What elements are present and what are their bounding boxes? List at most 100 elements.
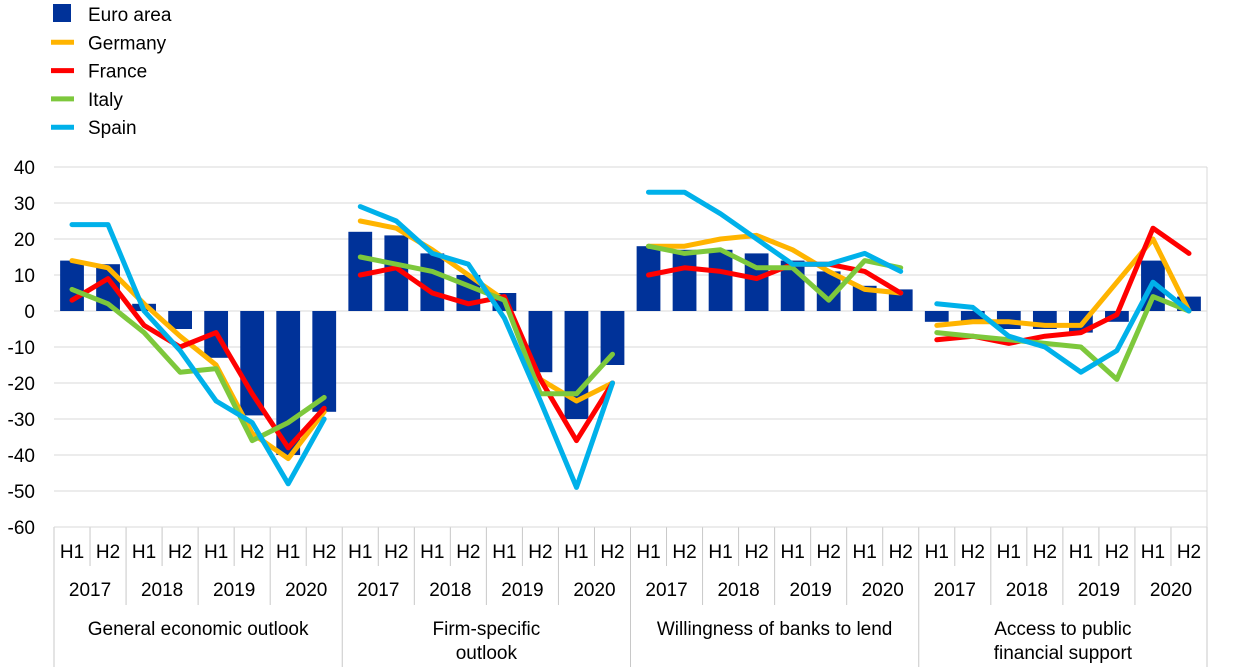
bar-euro-area (816, 271, 841, 311)
y-tick-label: -20 (8, 374, 35, 395)
x-tick-label-half: H1 (276, 542, 300, 563)
x-tick-label-half: H1 (1141, 542, 1165, 563)
x-tick-label-half: H2 (600, 542, 624, 563)
x-tick-label-year: 2019 (790, 580, 832, 601)
bar-euro-area (384, 235, 409, 311)
x-tick-label-half: H1 (636, 542, 660, 563)
x-tick-label-year: 2020 (573, 580, 615, 601)
y-tick-label: 0 (24, 302, 35, 323)
x-group-label: Access to public (994, 619, 1131, 640)
bar-euro-area (960, 311, 985, 322)
x-tick-label-half: H2 (1033, 542, 1057, 563)
y-tick-label: 20 (14, 230, 35, 251)
x-group-label: Willingness of banks to lend (657, 619, 893, 640)
x-tick-label-half: H2 (889, 542, 913, 563)
bar-euro-area (636, 246, 661, 311)
line-series (69, 189, 1192, 490)
line-italy (646, 243, 904, 303)
legend-label-germany: Germany (88, 33, 167, 54)
line-spain (69, 222, 327, 487)
x-tick-label-year: 2020 (1150, 580, 1192, 601)
line-italy (69, 286, 327, 444)
x-tick-label-year: 2020 (285, 580, 327, 601)
bar-euro-area (240, 311, 265, 416)
bar-euro-area (420, 253, 445, 311)
x-tick-label-half: H1 (925, 542, 949, 563)
line-germany (69, 258, 327, 462)
x-tick-label-year: 2017 (357, 580, 399, 601)
x-axis: H1 H2 2017 H1 H2 2018 H1 H2 2019 H1 H2 2020 General … (53, 526, 1208, 667)
x-tick-label-half: H1 (420, 542, 444, 563)
x-tick-label-half: H2 (744, 542, 768, 563)
x-tick-label-half: H2 (456, 542, 480, 563)
legend: Euro area Germany France Italy Spain (51, 4, 172, 139)
y-tick-label: -50 (8, 482, 35, 503)
legend-label-euro-area: Euro area (88, 5, 172, 26)
bar-euro-area (924, 311, 949, 322)
x-tick-label-half: H1 (204, 542, 228, 563)
line-italy (934, 294, 1192, 382)
bar-euro-area (528, 311, 553, 373)
x-tick-label-half: H2 (312, 542, 336, 563)
bar-euro-area (672, 249, 697, 311)
y-tick-label: 30 (14, 194, 35, 215)
x-tick-label-year: 2019 (1078, 580, 1120, 601)
line-spain (357, 204, 615, 490)
x-tick-label-half: H2 (96, 542, 120, 563)
x-tick-label-half: H2 (168, 542, 192, 563)
x-tick-label-half: H1 (348, 542, 372, 563)
x-tick-label-year: 2018 (1006, 580, 1048, 601)
x-tick-label-year: 2017 (934, 580, 976, 601)
x-tick-label-half: H1 (564, 542, 588, 563)
x-tick-label-year: 2018 (141, 580, 183, 601)
x-tick-label-half: H2 (240, 542, 264, 563)
x-tick-label-half: H1 (997, 542, 1021, 563)
legend-label-italy: Italy (88, 90, 123, 111)
bar-euro-area (60, 260, 84, 311)
x-tick-label-half: H1 (492, 542, 516, 563)
line-france (69, 276, 327, 451)
bar-euro-area (168, 311, 192, 329)
y-tick-label: -40 (8, 446, 35, 467)
line-spain (934, 279, 1192, 375)
legend-swatch-euro-area (53, 4, 71, 22)
y-tick-label: 10 (14, 266, 35, 287)
x-tick-label-half: H2 (672, 542, 696, 563)
x-tick-label-half: H1 (1069, 542, 1093, 563)
y-tick-label: -10 (8, 338, 35, 359)
x-tick-label-half: H2 (817, 542, 841, 563)
x-group-label: Firm-specific (433, 619, 541, 640)
legend-label-spain: Spain (88, 118, 137, 139)
x-tick-label-half: H2 (1105, 542, 1129, 563)
line-france (357, 265, 615, 444)
y-tick-label: -30 (8, 410, 35, 431)
bar-euro-area (600, 311, 625, 365)
bar-euro-area (348, 231, 373, 311)
x-tick-label-year: 2020 (862, 580, 904, 601)
y-tick-label: -60 (8, 518, 35, 539)
x-group-label: outlook (456, 643, 518, 664)
x-tick-label-half: H2 (384, 542, 408, 563)
bar-euro-area (708, 249, 733, 311)
x-tick-label-half: H1 (708, 542, 732, 563)
x-group-label: General economic outlook (88, 619, 309, 640)
x-tick-label-half: H2 (528, 542, 552, 563)
x-tick-label-half: H2 (1177, 542, 1201, 563)
x-tick-label-half: H1 (780, 542, 804, 563)
x-tick-label-half: H1 (853, 542, 877, 563)
x-tick-label-year: 2017 (69, 580, 111, 601)
line-germany (646, 232, 904, 296)
y-tick-label: 40 (14, 158, 35, 179)
x-tick-label-year: 2019 (213, 580, 255, 601)
y-axis: 40 30 20 10 0 -10 -20 -30 -40 -50 -60 (8, 158, 35, 539)
bar-euro-area (312, 311, 337, 412)
x-tick-label-half: H1 (132, 542, 156, 563)
x-tick-label-year: 2018 (429, 580, 471, 601)
legend-label-france: France (88, 62, 147, 83)
x-group-label: financial support (994, 643, 1133, 664)
x-tick-label-half: H1 (60, 542, 84, 563)
x-tick-label-year: 2019 (501, 580, 543, 601)
x-tick-label-year: 2017 (645, 580, 687, 601)
